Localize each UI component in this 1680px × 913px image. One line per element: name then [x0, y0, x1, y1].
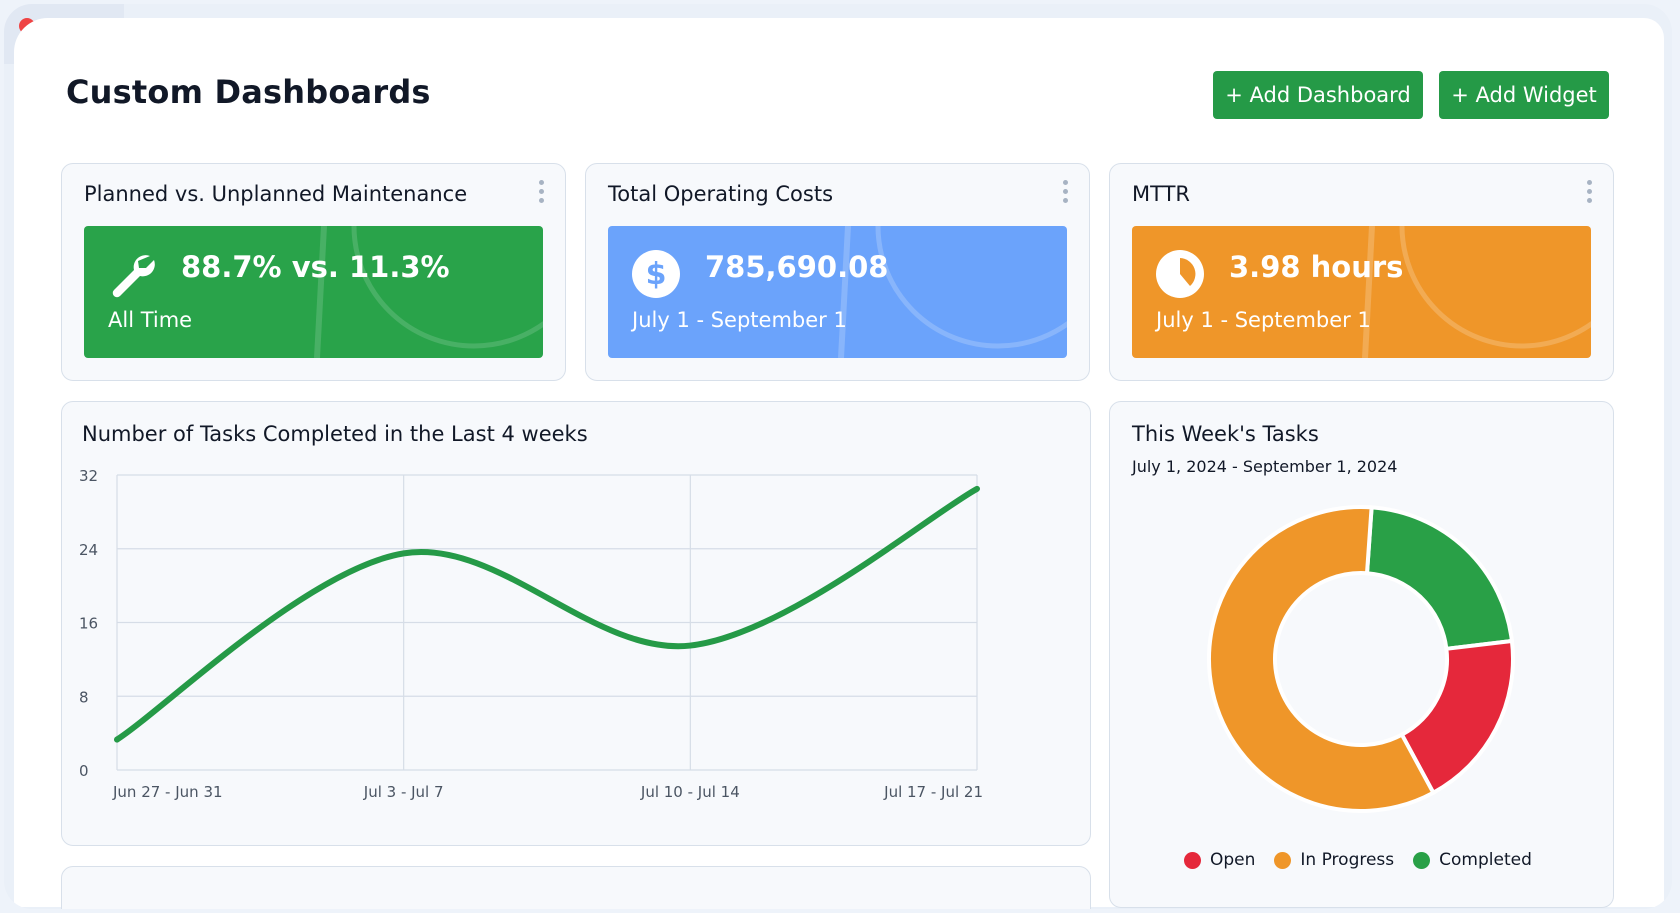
donut-legend: Open In Progress Completed [1184, 850, 1551, 870]
y-tick-label: 16 [79, 615, 98, 633]
more-options-icon[interactable] [1063, 180, 1069, 208]
legend-item-completed: Completed [1413, 850, 1532, 870]
metric-panel: 3.98 hours July 1 - September 1 [1132, 226, 1591, 358]
metric-panel: $ 785,690.08 July 1 - September 1 [608, 226, 1067, 358]
next-widget-card [61, 866, 1091, 909]
card-title: MTTR [1132, 182, 1190, 206]
weekly-tasks-card: This Week's Tasks July 1, 2024 - Septemb… [1109, 401, 1614, 908]
x-tick-label: Jul 10 - Jul 14 [640, 783, 740, 801]
add-widget-button[interactable]: + Add Widget [1439, 71, 1609, 119]
operating-costs-card: Total Operating Costs $ 785,690.08 July … [585, 163, 1090, 381]
metric-panel: 88.7% vs. 11.3% All Time [84, 226, 543, 358]
app-window: Custom Dashboards + Add Dashboard + Add … [4, 4, 1672, 909]
legend-swatch [1413, 851, 1431, 869]
data-point[interactable] [976, 487, 978, 490]
legend-item-in-progress: In Progress [1274, 850, 1394, 870]
tasks-completed-chart-card: Number of Tasks Completed in the Last 4 … [61, 401, 1091, 846]
add-dashboard-button[interactable]: + Add Dashboard [1213, 71, 1423, 119]
x-tick-label: Jul 17 - Jul 21 [883, 783, 983, 801]
data-point[interactable] [116, 738, 118, 741]
decorative-arcs [1362, 226, 1591, 358]
dollar-icon: $ [632, 250, 680, 298]
data-point[interactable] [689, 644, 692, 647]
planned-maintenance-card: Planned vs. Unplanned Maintenance 88.7% … [61, 163, 566, 381]
legend-swatch [1184, 851, 1201, 869]
legend-label: In Progress [1300, 850, 1395, 870]
donut-slice-in-progress[interactable] [1207, 505, 1437, 813]
donut-date-range: July 1, 2024 - September 1, 2024 [1132, 457, 1398, 476]
mttr-card: MTTR 3.98 hours July 1 - September 1 [1109, 163, 1614, 381]
legend-item-open: Open [1184, 850, 1255, 870]
y-tick-label: 0 [79, 762, 89, 780]
line-chart: 0 8 16 24 32 Jun 27 - Jun 31 Jul 3 - Jul 7 Jul … [79, 467, 983, 801]
legend-label: Completed [1439, 850, 1532, 870]
wrench-icon [112, 255, 155, 298]
dashboard-page: Custom Dashboards + Add Dashboard + Add … [14, 18, 1664, 909]
x-tick-label: Jul 3 - Jul 7 [363, 783, 444, 801]
legend-swatch [1274, 851, 1292, 869]
y-tick-label: 32 [79, 467, 98, 485]
decorative-arcs [314, 226, 543, 358]
data-point[interactable] [402, 552, 405, 555]
donut-title: This Week's Tasks [1132, 422, 1319, 446]
decorative-arcs [838, 226, 1067, 358]
more-options-icon[interactable] [1587, 180, 1593, 208]
card-title: Planned vs. Unplanned Maintenance [84, 182, 468, 206]
metric-value: 88.7% vs. 11.3% [181, 250, 450, 284]
y-tick-label: 24 [79, 541, 98, 559]
metric-period: July 1 - September 1 [1156, 308, 1371, 332]
page-title: Custom Dashboards [66, 73, 431, 111]
chart-title: Number of Tasks Completed in the Last 4 … [82, 422, 588, 446]
metric-value: 785,690.08 [705, 250, 889, 284]
donut-chart [1207, 505, 1515, 813]
metric-period: All Time [108, 308, 193, 332]
clock-icon [1156, 250, 1204, 298]
card-title: Total Operating Costs [608, 182, 834, 206]
metric-period: July 1 - September 1 [632, 308, 847, 332]
legend-label: Open [1210, 850, 1256, 870]
x-tick-label: Jun 27 - Jun 31 [112, 783, 223, 801]
series-line-tasks[interactable] [114, 485, 980, 743]
metric-value: 3.98 hours [1229, 250, 1404, 284]
more-options-icon[interactable] [539, 180, 545, 208]
y-tick-label: 8 [79, 688, 89, 706]
svg-text:$: $ [646, 257, 667, 292]
donut-slice-completed[interactable] [1364, 505, 1515, 652]
